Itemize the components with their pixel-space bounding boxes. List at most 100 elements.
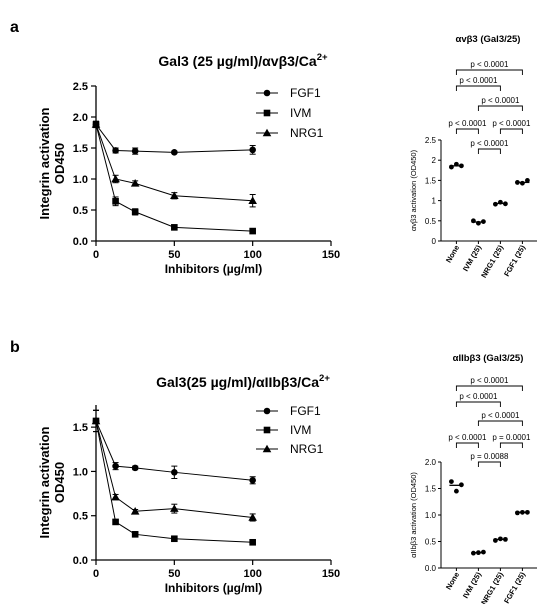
y-tick-label: 1.5 — [425, 485, 437, 494]
data-point-fgf1 — [112, 462, 119, 470]
data-point-fgf1 — [131, 147, 139, 155]
y-tick-label: 2.5 — [73, 81, 88, 93]
data-point — [459, 482, 464, 488]
data-point-ivm — [171, 535, 178, 543]
data-point-nrg1 — [91, 120, 101, 128]
y-tick-label: 1.0 — [425, 511, 437, 520]
panel-label-a: a — [10, 19, 19, 36]
x-tick-label: 150 — [322, 568, 340, 580]
p-value-label: p < 0.0001 — [459, 392, 498, 401]
data-point-ivm — [171, 224, 178, 231]
legend-label-ivm: IVM — [290, 423, 311, 437]
legend-marker-fgf1 — [263, 407, 271, 415]
chart-title: αIIbβ3 (Gal3/25) — [453, 353, 524, 364]
legend-label-nrg1: NRG1 — [290, 126, 324, 140]
comparison-bracket — [455, 385, 523, 391]
y-tick-label: 1 — [432, 197, 437, 206]
data-point-ivm — [249, 538, 256, 546]
data-point-nrg1 — [248, 513, 257, 521]
category-label: NRG1 (25) — [479, 570, 505, 604]
data-point-ivm — [131, 531, 139, 538]
data-point — [454, 488, 459, 494]
data-point-ivm — [112, 198, 119, 205]
data-point-fgf1 — [171, 469, 178, 476]
legend-label-fgf1: FGF1 — [290, 86, 321, 100]
legend-label-nrg1: NRG1 — [290, 442, 324, 456]
data-point-fgf1 — [112, 147, 119, 154]
x-tick-label: 50 — [168, 568, 180, 580]
data-point-fgf1 — [171, 149, 178, 156]
data-point — [493, 201, 498, 207]
y-tick-label: 0.0 — [425, 564, 437, 573]
data-point — [471, 218, 476, 224]
comparison-bracket — [455, 85, 501, 91]
p-value-label: p < 0.0001 — [459, 76, 498, 85]
data-point — [520, 509, 525, 515]
x-tick-label: 150 — [322, 249, 340, 261]
p-value-label: p = 0.0001 — [492, 433, 531, 442]
y-tick-label: 1.5 — [425, 176, 437, 185]
legend-marker-ivm — [263, 426, 271, 434]
x-tick-label: 100 — [243, 568, 261, 580]
category-label: FGF1 (25) — [502, 570, 527, 604]
comparison-bracket — [477, 105, 523, 111]
y-tick-label: 0.5 — [73, 511, 88, 523]
legend-marker-nrg1 — [262, 444, 272, 453]
p-value-label: p < 0.0001 — [448, 119, 487, 128]
y-tick-label: 2.0 — [73, 112, 88, 124]
data-point — [498, 199, 503, 205]
p-value-label: p < 0.0001 — [470, 139, 509, 148]
p-value-label: p < 0.0001 — [492, 119, 531, 128]
y-tick-label: 1.0 — [73, 466, 88, 478]
comparison-bracket — [455, 69, 523, 75]
x-axis-label: Inhibitors (µg/ml) — [165, 581, 263, 595]
data-point-fgf1 — [131, 464, 139, 472]
line-chart-b: Gal3(25 µg/ml)/αIIbβ3/Ca2+ 0.0 0.5 1.0 1.5 0 5… — [37, 373, 340, 595]
x-tick-label: 50 — [168, 249, 180, 261]
data-point — [498, 536, 503, 542]
series-line-nrg1 — [95, 124, 253, 202]
series-line-ivm — [95, 124, 253, 232]
y-tick-label: 0.5 — [73, 205, 88, 217]
y-axis-label: αvβ3 activation (OD450) — [409, 149, 418, 231]
comparison-bracket — [499, 128, 523, 134]
series-line-fgf1 — [95, 124, 253, 153]
y-axis-label: αIIbβ3 activation (OD450) — [409, 472, 418, 558]
data-point-nrg1 — [130, 506, 140, 515]
y-tick-label: 2.0 — [425, 458, 437, 467]
data-point — [471, 550, 476, 556]
x-tick-label: 100 — [243, 249, 261, 261]
data-point-ivm — [112, 518, 119, 526]
comparison-bracket — [455, 401, 501, 407]
data-point-nrg1 — [248, 196, 257, 204]
data-point-nrg1 — [170, 504, 179, 512]
category-label: FGF1 (25) — [502, 243, 527, 278]
comparison-bracket — [477, 148, 501, 154]
dot-plot-b: αIIbβ3 (Gal3/25) 0.0 0.5 1.0 1.5 2.0 αIIbβ3 ac… — [409, 353, 537, 604]
y-tick-label: 0 — [432, 237, 437, 246]
data-point — [481, 549, 486, 555]
category-label: None — [444, 571, 461, 592]
data-point — [503, 201, 508, 207]
data-point-ivm — [249, 227, 256, 235]
y-axis-label: Integrin activationOD450 — [37, 426, 67, 538]
y-tick-label: 0.0 — [73, 236, 88, 248]
chart-title: Gal3(25 µg/ml)/αIIbβ3/Ca2+ — [156, 373, 330, 390]
data-point — [525, 509, 530, 515]
data-point — [459, 163, 464, 169]
y-tick-label: 1.5 — [73, 422, 88, 434]
y-tick-label: 0.5 — [425, 217, 437, 226]
legend-marker-ivm — [263, 109, 271, 117]
data-point-nrg1 — [91, 416, 101, 425]
legend-marker-fgf1 — [263, 89, 271, 97]
data-point — [503, 536, 508, 542]
legend-label-ivm: IVM — [290, 106, 311, 120]
x-axis-label: Inhibitors (µg/ml) — [165, 262, 263, 276]
category-label: IVM (25) — [461, 570, 483, 600]
p-value-label: p = 0.0088 — [470, 452, 509, 461]
data-point — [515, 510, 520, 516]
p-value-label: p < 0.0001 — [470, 60, 509, 69]
category-label: None — [444, 244, 461, 265]
comparison-bracket — [477, 461, 501, 467]
